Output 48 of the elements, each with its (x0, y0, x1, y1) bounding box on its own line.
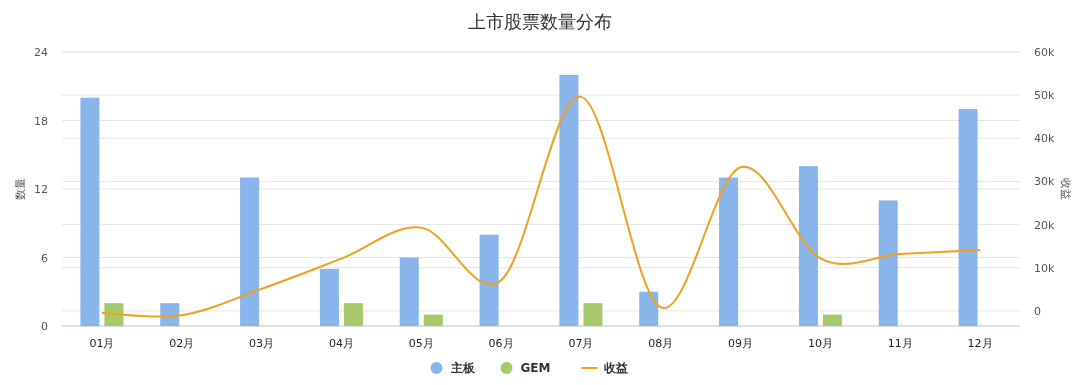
bar (719, 177, 739, 326)
y2-tick-label: 0 (1034, 304, 1041, 318)
bar (343, 303, 363, 326)
y-tick-label: 0 (41, 320, 48, 333)
bar (479, 234, 499, 326)
line-series (100, 95, 982, 318)
x-tick-label: 08月 (648, 337, 674, 350)
y-tick-label: 6 (41, 251, 48, 265)
bar (319, 268, 339, 326)
y2-tick-label: 20k (1034, 218, 1055, 232)
bar (240, 177, 260, 326)
bar (104, 303, 124, 326)
y2-tick-label: 30k (1034, 175, 1055, 189)
x-tick-label: 05月 (408, 337, 434, 350)
x-tick-label: 09月 (728, 337, 754, 350)
bar (878, 200, 898, 326)
bar (399, 257, 419, 326)
x-tick-label: 12月 (967, 337, 993, 350)
x-tick-label: 10月 (807, 337, 833, 350)
x-tick-label: 11月 (887, 337, 913, 350)
y2-axis-title: 收益 (1059, 178, 1072, 200)
bar (958, 109, 978, 326)
y2-tick-label: 60k (1034, 46, 1055, 59)
x-tick-label: 03月 (249, 337, 275, 350)
bar (822, 314, 842, 326)
bar (423, 314, 443, 326)
y2-tick-label: 10k (1034, 261, 1055, 275)
legend-label: 主板 (449, 361, 476, 375)
y-tick-label: 24 (34, 46, 48, 59)
legend-label: 收益 (603, 361, 628, 375)
bar (80, 97, 100, 326)
x-tick-label: 04月 (328, 337, 354, 350)
y2-tick-label: 40k (1034, 132, 1055, 146)
x-tick-label: 06月 (488, 337, 514, 350)
x-tick-label: 07月 (568, 337, 594, 350)
x-tick-label: 02月 (169, 337, 195, 350)
legend-label: GEM (520, 361, 551, 375)
bar (583, 303, 603, 326)
bar (559, 74, 579, 326)
x-tick-label: 01月 (89, 337, 115, 350)
y2-tick-label: 50k (1034, 89, 1055, 103)
bar (639, 291, 659, 326)
y-axis-title: 数量 (14, 178, 27, 200)
y-tick-label: 12 (34, 183, 48, 196)
chart-title: 上市股票数量分布 (468, 11, 612, 32)
bar (160, 303, 180, 326)
bar (798, 166, 818, 326)
y-tick-label: 18 (34, 114, 48, 128)
